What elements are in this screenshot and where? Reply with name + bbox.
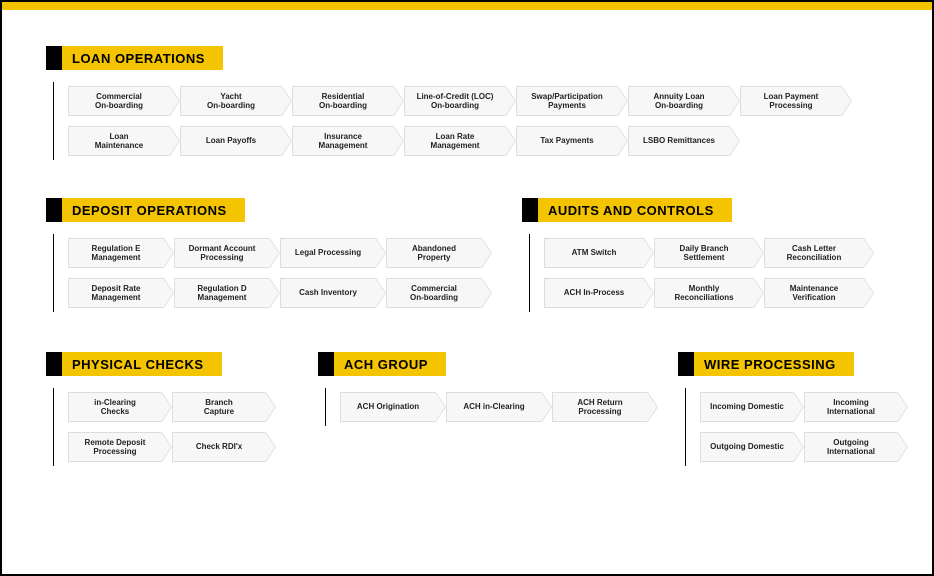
chevron-row: Deposit Rate Management Regulation D Man… — [68, 278, 516, 308]
section-audits-and-controls: AUDITS AND CONTROLS ATM Switch Daily Bra… — [522, 198, 902, 312]
chevron-row: Regulation E Management Dormant Account … — [68, 238, 516, 268]
section-body: ACH Origination ACH in-Clearing ACH Retu… — [325, 388, 678, 426]
chevron-item: ACH In-Process — [544, 278, 644, 308]
chevron-item: LSBO Remittances — [628, 126, 730, 156]
chevron-row: ACH Origination ACH in-Clearing ACH Retu… — [340, 392, 678, 422]
chevron-row: Commercial On-boarding Yacht On-boarding… — [68, 86, 906, 116]
chevron-item: Check RDI'x — [172, 432, 266, 462]
chevron-item: Regulation D Management — [174, 278, 270, 308]
chevron-item: Loan Payment Processing — [740, 86, 842, 116]
chevron-item: ACH Return Processing — [552, 392, 648, 422]
section-body: Regulation E Management Dormant Account … — [53, 234, 516, 312]
chevron-item: Branch Capture — [172, 392, 266, 422]
section-title: AUDITS AND CONTROLS — [538, 198, 732, 222]
chevron-item: Yacht On-boarding — [180, 86, 282, 116]
chevron-item: Monthly Reconciliations — [654, 278, 754, 308]
chevron-item: Commercial On-boarding — [386, 278, 482, 308]
header-black-tab — [46, 198, 62, 222]
chevron-item: Remote Deposit Processing — [68, 432, 162, 462]
section-body: ATM Switch Daily Branch Settlement Cash … — [529, 234, 902, 312]
chevron-item: Commercial On-boarding — [68, 86, 170, 116]
chevron-item: Loan Rate Management — [404, 126, 506, 156]
chevron-row: in-Clearing Checks Branch Capture — [68, 392, 296, 422]
chevron-item: Daily Branch Settlement — [654, 238, 754, 268]
header-black-tab — [678, 352, 694, 376]
chevron-item: ACH in-Clearing — [446, 392, 542, 422]
chevron-row: Remote Deposit Processing Check RDI'x — [68, 432, 296, 462]
chevron-row: Outgoing Domestic Outgoing International — [700, 432, 918, 462]
header-black-tab — [46, 352, 62, 376]
top-accent-bar — [2, 2, 932, 10]
chevron-item: ATM Switch — [544, 238, 644, 268]
chevron-item: Loan Maintenance — [68, 126, 170, 156]
header-black-tab — [522, 198, 538, 222]
chevron-item: Outgoing International — [804, 432, 898, 462]
header-black-tab — [318, 352, 334, 376]
chevron-item: Incoming Domestic — [700, 392, 794, 422]
chevron-row: ACH In-Process Monthly Reconciliations M… — [544, 278, 902, 308]
section-title: LOAN OPERATIONS — [62, 46, 223, 70]
chevron-item: Incoming International — [804, 392, 898, 422]
chevron-item: Abandoned Property — [386, 238, 482, 268]
chevron-item: Deposit Rate Management — [68, 278, 164, 308]
chevron-item: Insurance Management — [292, 126, 394, 156]
chevron-row: Incoming Domestic Incoming International — [700, 392, 918, 422]
section-deposit-operations: DEPOSIT OPERATIONS Regulation E Manageme… — [46, 198, 516, 312]
section-body: Incoming Domestic Incoming International… — [685, 388, 918, 466]
chevron-item: Dormant Account Processing — [174, 238, 270, 268]
chevron-item: Annuity Loan On-boarding — [628, 86, 730, 116]
section-header: DEPOSIT OPERATIONS — [46, 198, 516, 222]
chevron-row: ATM Switch Daily Branch Settlement Cash … — [544, 238, 902, 268]
chevron-item: Legal Processing — [280, 238, 376, 268]
chevron-item: Cash Letter Reconciliation — [764, 238, 864, 268]
chevron-item: Outgoing Domestic — [700, 432, 794, 462]
section-header: ACH GROUP — [318, 352, 678, 376]
chevron-item: Swap/Participation Payments — [516, 86, 618, 116]
chevron-item: Maintenance Verification — [764, 278, 864, 308]
section-header: PHYSICAL CHECKS — [46, 352, 296, 376]
section-body: in-Clearing Checks Branch Capture Remote… — [53, 388, 296, 466]
chevron-item: Cash Inventory — [280, 278, 376, 308]
chevron-item: Regulation E Management — [68, 238, 164, 268]
chevron-item: ACH Origination — [340, 392, 436, 422]
chevron-item: Residential On-boarding — [292, 86, 394, 116]
section-wire-processing: WIRE PROCESSING Incoming Domestic Incomi… — [678, 352, 918, 466]
section-physical-checks: PHYSICAL CHECKS in-Clearing Checks Branc… — [46, 352, 296, 466]
section-loan-operations: LOAN OPERATIONS Commercial On-boarding Y… — [46, 46, 906, 160]
section-title: PHYSICAL CHECKS — [62, 352, 222, 376]
section-title: WIRE PROCESSING — [694, 352, 854, 376]
section-title: DEPOSIT OPERATIONS — [62, 198, 245, 222]
chevron-row: Loan Maintenance Loan Payoffs Insurance … — [68, 126, 906, 156]
section-header: AUDITS AND CONTROLS — [522, 198, 902, 222]
section-ach-group: ACH GROUP ACH Origination ACH in-Clearin… — [318, 352, 678, 426]
chevron-item: Line-of-Credit (LOC) On-boarding — [404, 86, 506, 116]
section-title: ACH GROUP — [334, 352, 446, 376]
section-header: LOAN OPERATIONS — [46, 46, 906, 70]
header-black-tab — [46, 46, 62, 70]
section-body: Commercial On-boarding Yacht On-boarding… — [53, 82, 906, 160]
chevron-item: Loan Payoffs — [180, 126, 282, 156]
chevron-item: Tax Payments — [516, 126, 618, 156]
section-header: WIRE PROCESSING — [678, 352, 918, 376]
chevron-item: in-Clearing Checks — [68, 392, 162, 422]
